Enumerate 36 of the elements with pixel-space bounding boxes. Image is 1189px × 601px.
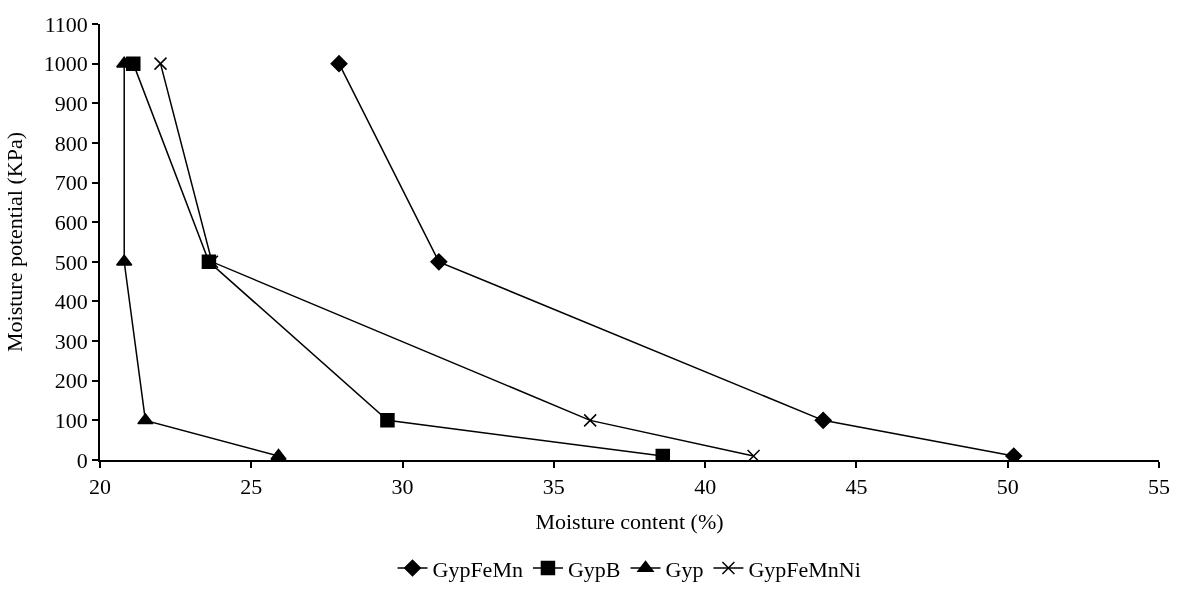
y-tick-label: 300 — [54, 328, 88, 354]
x-tick-label: 20 — [89, 474, 111, 500]
y-tick-label: 900 — [54, 90, 88, 116]
legend-label: GypB — [567, 556, 621, 582]
point — [583, 413, 597, 428]
legend-label: Gyp — [665, 556, 704, 582]
y-tick-label: 1000 — [43, 51, 88, 77]
x-axis-title: Moisture content (%) — [535, 508, 724, 534]
point — [655, 448, 671, 460]
y-tick-label: 800 — [54, 130, 88, 156]
point — [153, 56, 168, 71]
y-tick-label: 1100 — [44, 11, 88, 37]
point — [137, 413, 154, 425]
y-tick-label: 500 — [54, 249, 88, 275]
legend-label: GypFeMnNi — [748, 556, 861, 582]
x-tick-label: 50 — [996, 474, 1019, 500]
point — [814, 411, 832, 429]
y-axis-title: Moisture potential (KPa) — [2, 132, 28, 352]
y-tick-label: 600 — [54, 209, 88, 235]
x-tick-label: 45 — [845, 474, 868, 500]
x-tick-label: 40 — [694, 474, 717, 500]
point — [330, 55, 348, 73]
point — [270, 448, 287, 460]
y-tick-label: 0 — [76, 447, 88, 473]
y-tick-label: 400 — [54, 289, 88, 315]
point — [430, 253, 448, 271]
y-tick-label: 100 — [54, 408, 88, 434]
point — [380, 413, 395, 428]
x-tick-label: 30 — [391, 474, 414, 500]
x-tick-label: 35 — [542, 474, 565, 500]
point — [746, 449, 761, 460]
x-tick-label: 55 — [1148, 474, 1170, 500]
legend-label: GypFeMn — [432, 556, 523, 582]
y-tick-label: 700 — [54, 170, 88, 196]
x-tick-label: 25 — [240, 474, 263, 500]
y-tick-label: 200 — [54, 368, 88, 394]
